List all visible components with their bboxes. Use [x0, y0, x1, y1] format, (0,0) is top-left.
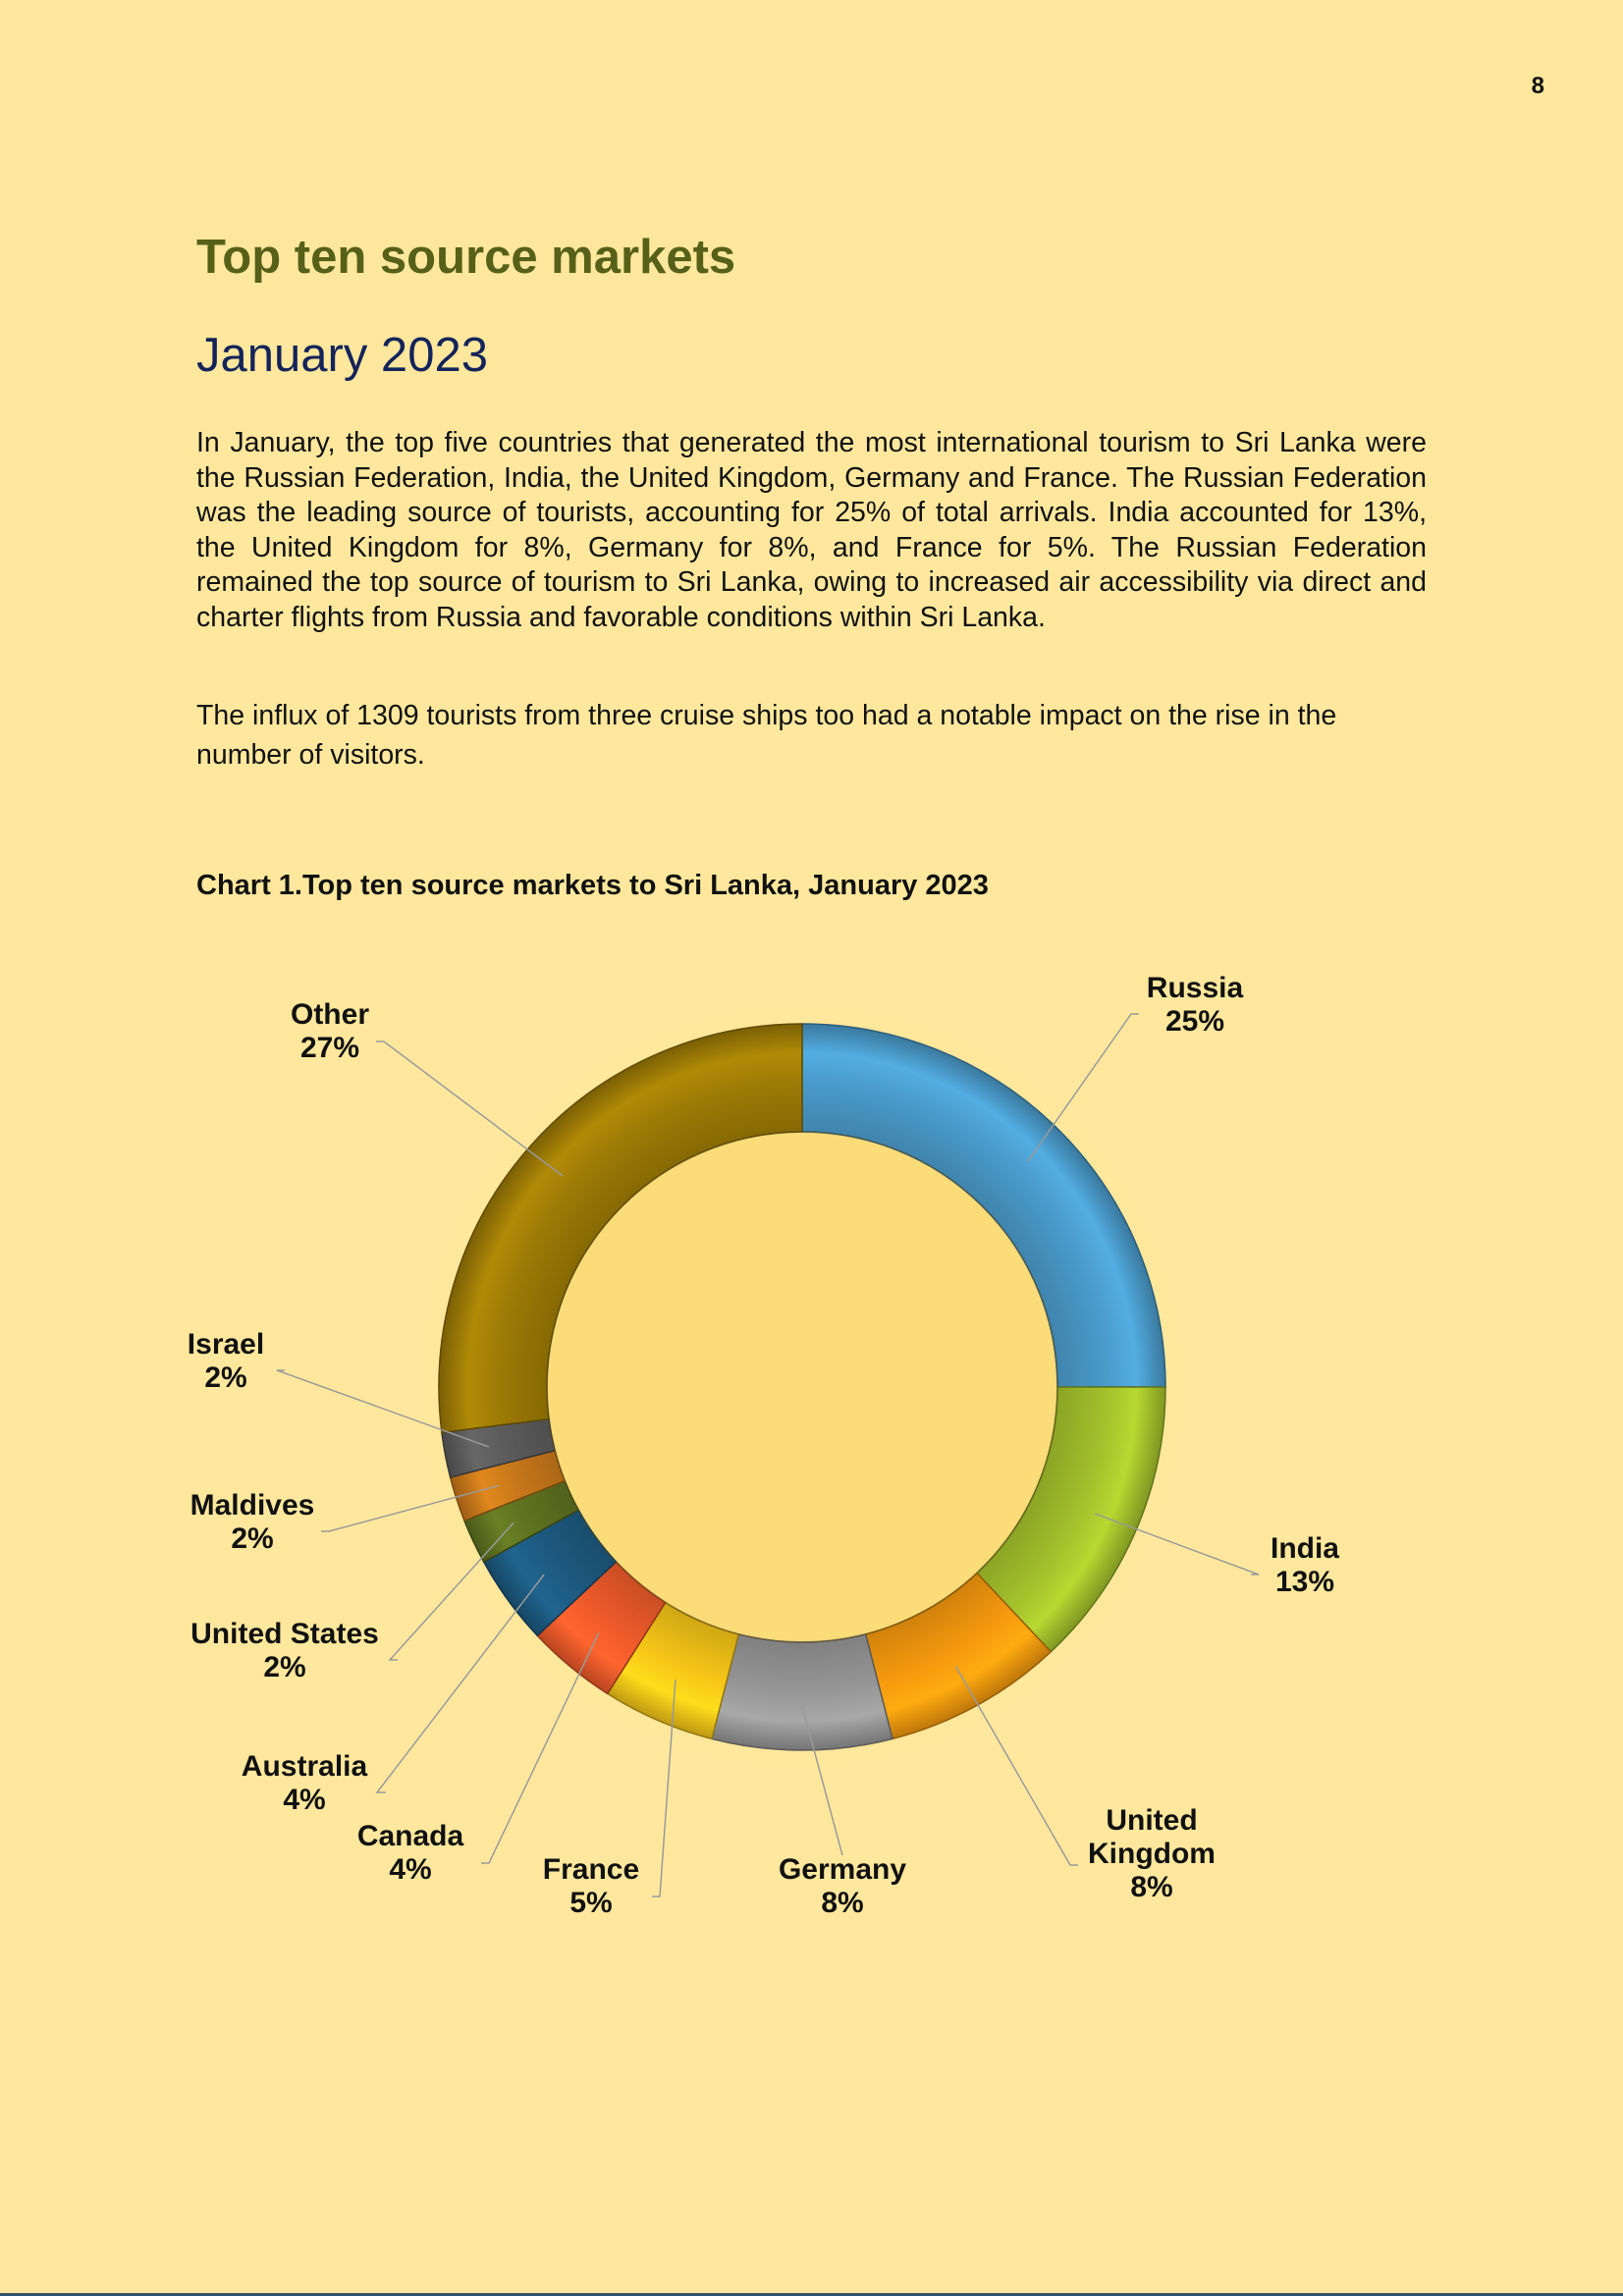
data-label-india: India 13%	[1271, 1532, 1339, 1598]
data-label-australia: Australia 4%	[242, 1750, 368, 1816]
section-heading: Top ten source markets	[196, 231, 736, 284]
leader-lines	[276, 1013, 1260, 1897]
data-label-russia: Russia 25%	[1147, 972, 1244, 1038]
data-label-united-kingdom: United Kingdom 8%	[1088, 1804, 1216, 1903]
body-paragraph-1: In January, the top five countries that …	[196, 427, 1427, 633]
leader-line	[388, 1522, 514, 1661]
donut-slice-other	[438, 1023, 803, 1434]
leader-line	[276, 1369, 490, 1448]
leader-line	[652, 1680, 676, 1897]
donut-slice-russia	[801, 1023, 1166, 1388]
data-label-canada: Canada 4%	[357, 1820, 464, 1886]
section-subheading: January 2023	[196, 329, 488, 382]
chart-caption: Chart 1.Top ten source markets to Sri La…	[196, 870, 989, 901]
page-number: 8	[1531, 73, 1544, 99]
donut-slice-germany	[711, 1632, 893, 1751]
data-label-france: France 5%	[543, 1853, 639, 1919]
leader-line	[954, 1666, 1078, 1866]
donut-slices	[438, 1023, 1166, 1751]
leader-line	[1027, 1013, 1139, 1162]
data-label-israel: Israel 2%	[188, 1328, 264, 1394]
data-label-maldives: Maldives 2%	[190, 1489, 315, 1555]
data-labels: Russia 25% India 13% United Kingdom 8% Germany 8…	[188, 972, 1340, 1919]
leader-line	[481, 1632, 600, 1864]
data-label-united-states: United States 2%	[190, 1618, 379, 1683]
leader-line	[801, 1705, 843, 1856]
data-label-germany: Germany 8%	[779, 1853, 906, 1919]
body-paragraph-2: The influx of 1309 tourists from three c…	[196, 700, 1337, 771]
leader-line	[321, 1484, 500, 1532]
leader-line	[375, 1574, 545, 1793]
donut-inner-edge	[546, 1131, 1058, 1643]
leader-line	[1095, 1513, 1260, 1575]
bottom-rule	[0, 2293, 1623, 2296]
leader-line	[376, 1041, 564, 1177]
data-label-other: Other 27%	[291, 998, 369, 1064]
